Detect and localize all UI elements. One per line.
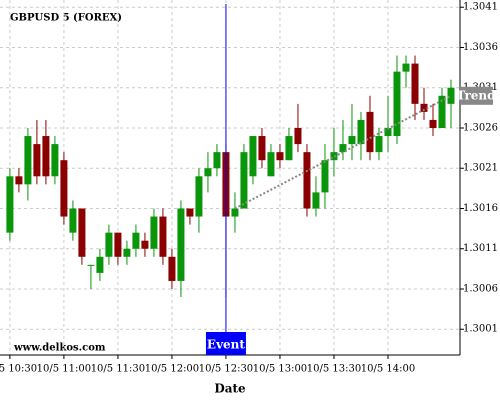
watermark: www.delkos.com <box>13 343 106 354</box>
candle-body <box>87 264 95 266</box>
event-label: Event <box>207 338 245 352</box>
candle-body <box>204 168 212 177</box>
candle-body <box>6 176 14 233</box>
candle-body <box>429 119 437 128</box>
candle-body <box>438 95 446 128</box>
x-tick-label: 10/5 12:00 <box>145 364 199 375</box>
x-axis-title: Date <box>214 382 246 396</box>
y-tick-label: 1.3041 <box>463 2 498 13</box>
candle-body <box>15 176 23 185</box>
y-tick-label: 1.3016 <box>463 203 498 214</box>
candle-body <box>321 160 329 193</box>
candle-body <box>384 127 392 137</box>
y-tick-label: 1.3011 <box>463 243 498 254</box>
chart-title: GBPUSD 5 (FOREX) <box>10 13 122 24</box>
y-tick-label: 1.3026 <box>463 122 498 133</box>
candle-body <box>159 216 167 257</box>
x-tick-label: 10/5 11:30 <box>91 364 145 375</box>
candle-body <box>105 232 113 257</box>
x-tick-label: 10/5 14:00 <box>361 364 415 375</box>
candle-body <box>276 152 284 161</box>
y-tick-label: 1.3036 <box>463 42 498 53</box>
candle-body <box>447 87 455 104</box>
candle-body <box>258 136 266 161</box>
candle-body <box>249 136 257 177</box>
candle-body <box>348 136 356 145</box>
candle-body <box>177 208 185 281</box>
trend-label: Trend <box>456 88 496 102</box>
candle-body <box>195 176 203 217</box>
candle-body <box>231 208 239 217</box>
candle-body <box>33 144 41 177</box>
candle-body <box>42 136 50 177</box>
candle-body <box>132 232 140 249</box>
candle-body <box>357 119 365 145</box>
x-tick-label: 10/5 12:30 <box>199 364 253 375</box>
candle-body <box>78 208 86 257</box>
candle-body <box>123 248 131 257</box>
candle-body <box>267 152 275 177</box>
candle-body <box>393 71 401 137</box>
candle-body <box>213 152 221 169</box>
candle-body <box>285 136 293 161</box>
candle-body <box>24 136 32 185</box>
y-tick-label: 1.3001 <box>463 324 498 335</box>
candle-body <box>375 136 383 153</box>
candle-body <box>69 208 77 233</box>
candle-body <box>96 256 104 273</box>
candle-body <box>312 192 320 209</box>
candle-body <box>330 152 338 161</box>
candle-body <box>60 160 68 217</box>
candle-body <box>51 144 59 177</box>
candle-body <box>240 152 248 209</box>
trend-line <box>234 94 452 210</box>
candle-body <box>420 103 428 112</box>
trend-box <box>460 86 493 105</box>
candle-body <box>402 63 410 72</box>
candle-body <box>411 63 419 104</box>
x-tick-label: 10/5 10:30 <box>0 364 37 375</box>
candle-body <box>303 152 311 209</box>
candle-body <box>141 240 149 249</box>
candle-body <box>114 232 122 257</box>
x-tick-label: 10/5 13:30 <box>307 364 361 375</box>
candle-body <box>366 111 374 153</box>
x-tick-label: 10/5 11:00 <box>37 364 91 375</box>
candle-body <box>186 208 194 217</box>
candle-body <box>339 144 347 153</box>
candle-body <box>294 127 302 145</box>
x-tick-label: 10/5 13:00 <box>253 364 307 375</box>
event-box <box>205 332 246 355</box>
y-tick-label: 1.3021 <box>463 163 498 174</box>
candle-body <box>150 216 158 249</box>
y-tick-label: 1.3006 <box>463 283 498 294</box>
candle-body <box>168 256 176 281</box>
